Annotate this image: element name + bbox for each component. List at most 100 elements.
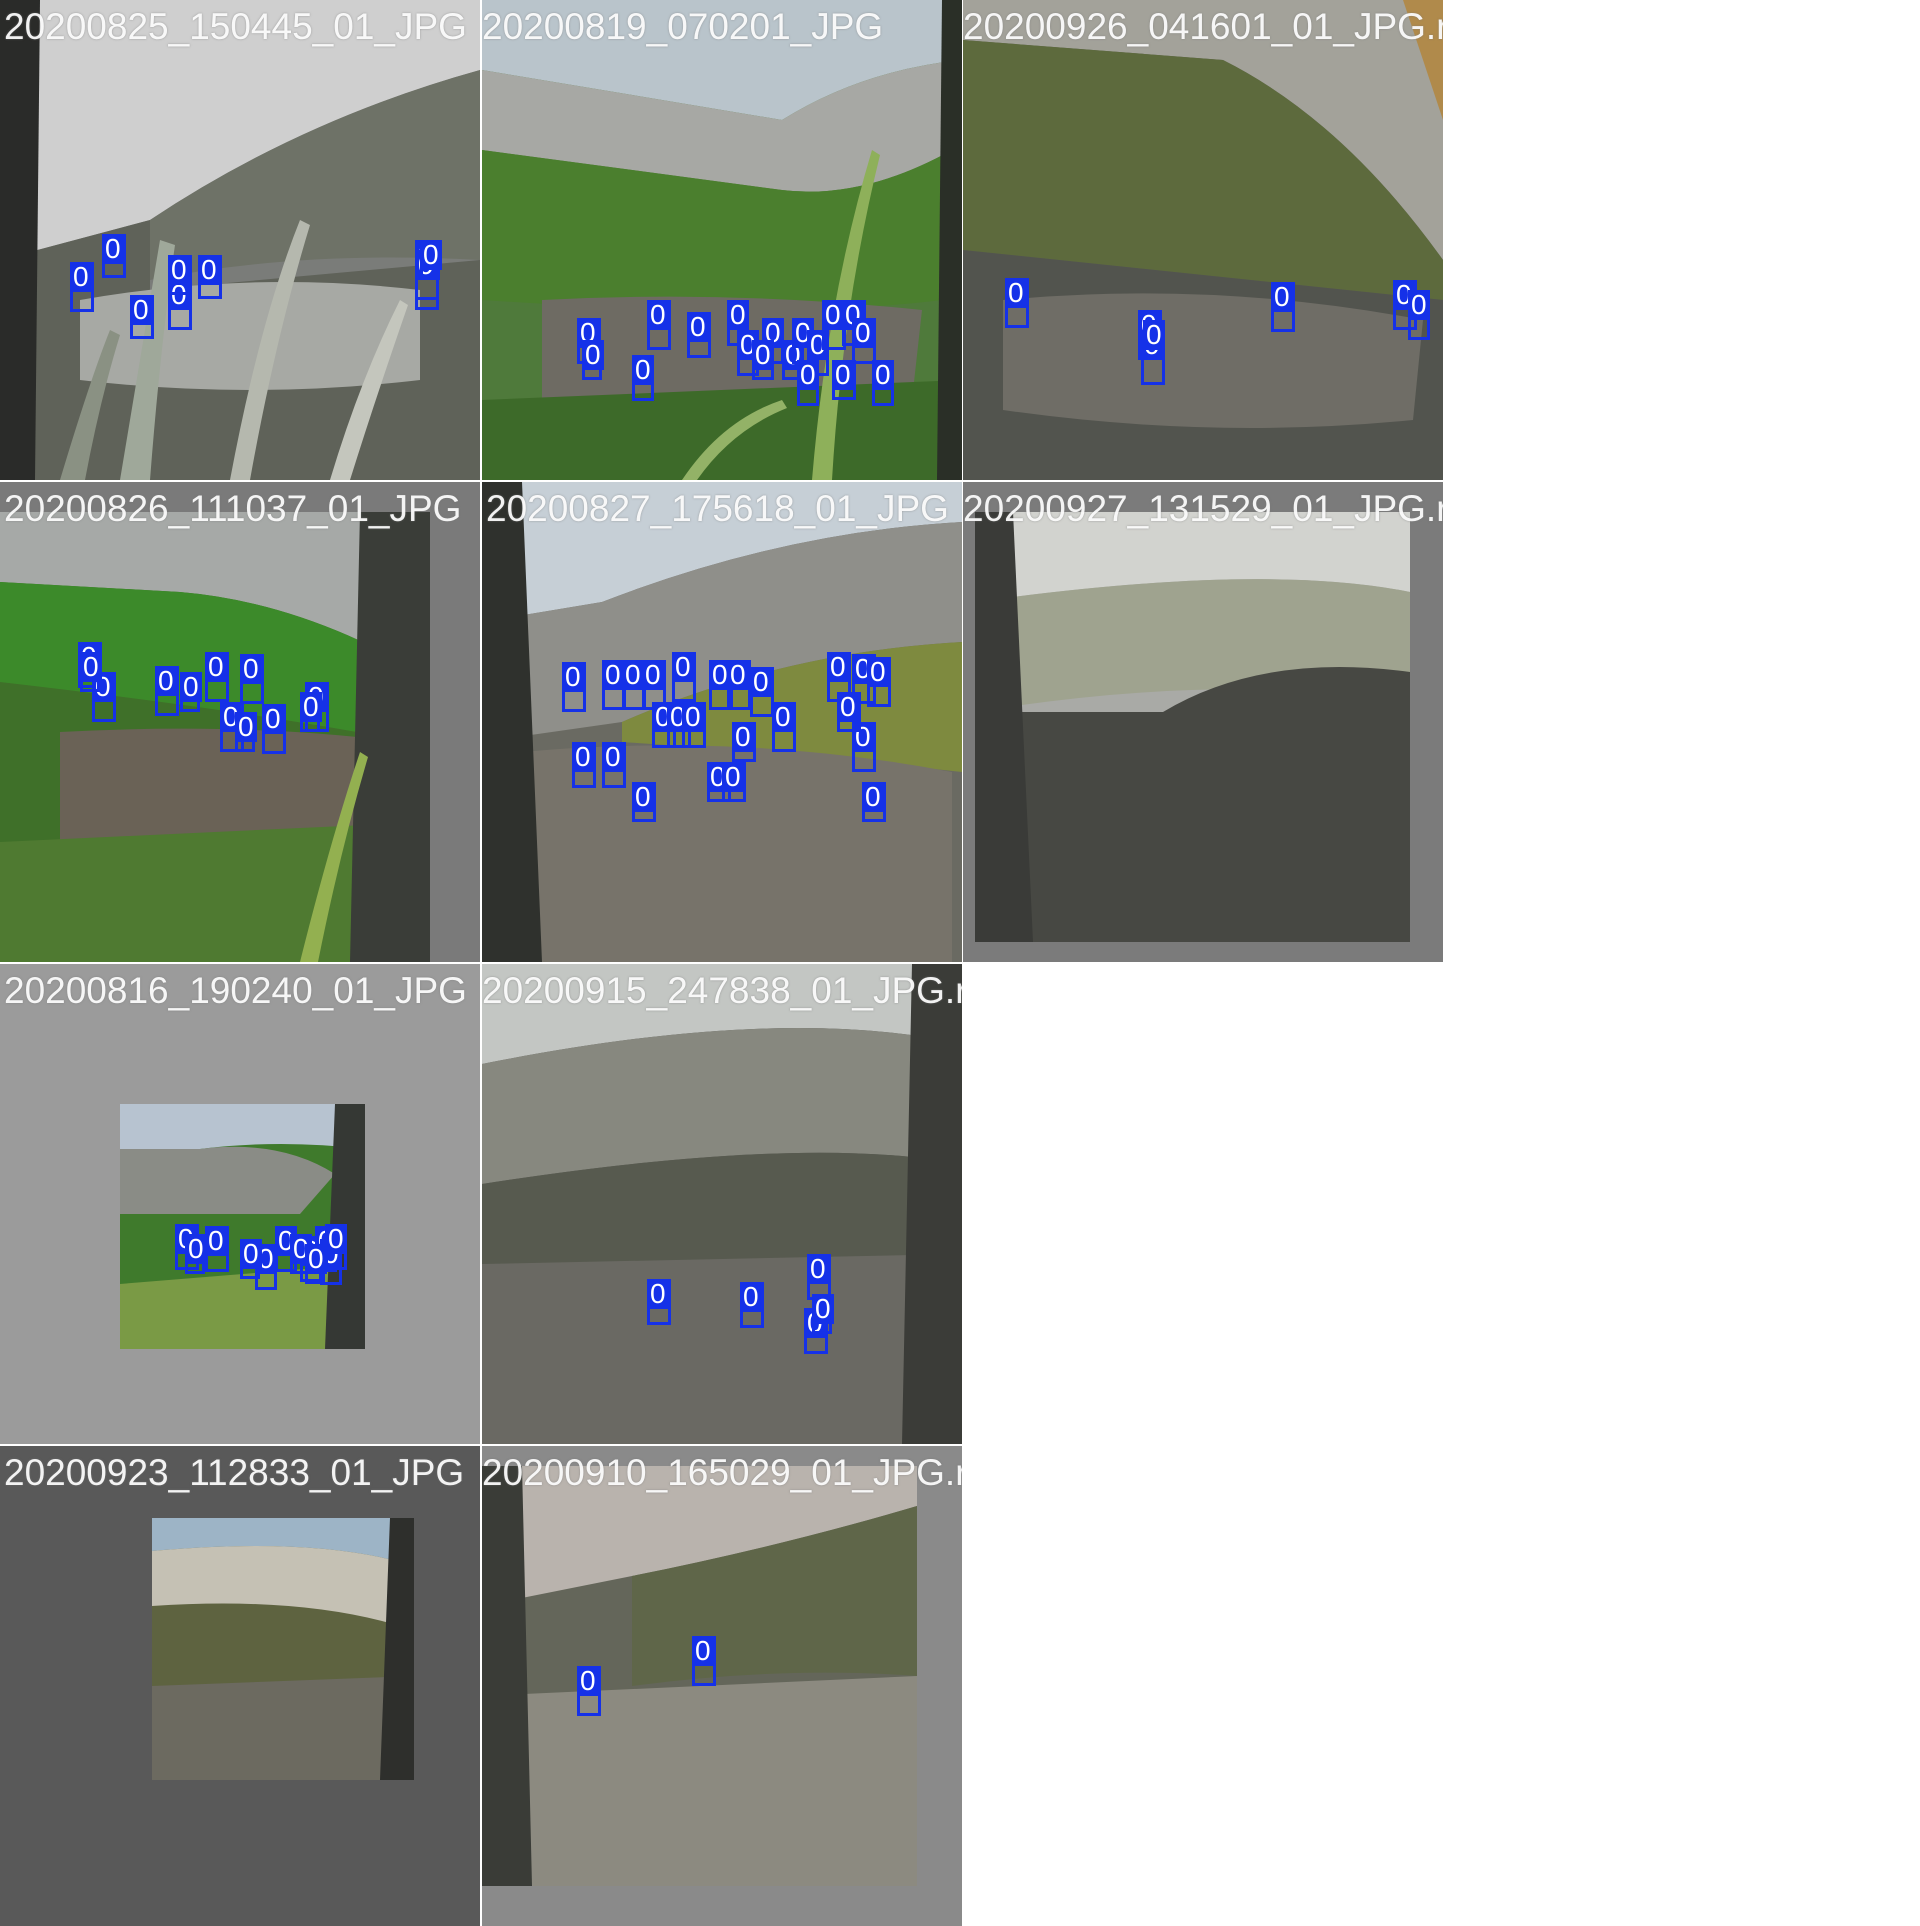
detection-box: 0 — [812, 1294, 834, 1334]
detection-box: 0 — [692, 1636, 716, 1686]
detection-box: 0 — [602, 742, 626, 788]
tile-photo — [0, 964, 480, 1444]
detection-class-label: 0 — [622, 660, 644, 690]
detection-class-label: 0 — [240, 1239, 262, 1269]
detection-box: 0 — [198, 255, 222, 299]
detection-box: 0 — [867, 657, 891, 707]
detection-box: 0 — [837, 692, 861, 732]
tile-photo — [482, 482, 962, 962]
detection-class-label: 0 — [198, 255, 220, 285]
detection-box: 0 — [727, 660, 751, 710]
detection-class-label: 0 — [687, 312, 709, 342]
detection-box: 0 — [305, 1244, 327, 1284]
detection-class-label: 0 — [807, 1254, 829, 1284]
detection-box: 0 — [1271, 282, 1295, 332]
detection-box: 0 — [1408, 290, 1430, 340]
detection-class-label: 0 — [692, 1636, 714, 1666]
image-tile: 20200923_112833_01_JPG — [0, 1446, 480, 1926]
detection-class-label: 0 — [562, 662, 584, 692]
tile-photo — [0, 1446, 480, 1926]
image-tile: 20200927_131529_01_JPG.rf.5388887e7cc84e — [963, 482, 1443, 962]
tile-photo — [482, 0, 962, 480]
detection-box: 0 — [727, 300, 749, 346]
detection-class-label: 0 — [647, 300, 669, 330]
tile-photo — [0, 482, 480, 962]
tile-photo — [963, 482, 1443, 962]
detection-class-label: 0 — [750, 667, 772, 697]
detection-box: 0 — [1005, 278, 1029, 328]
detection-box: 0 — [752, 340, 774, 380]
detection-box: 0 — [572, 742, 596, 788]
detection-class-label: 0 — [1408, 290, 1430, 320]
tile-photo — [0, 0, 480, 480]
image-tile: 20200910_165029_01_JPG.rf.a9a9c8062941b4… — [482, 1446, 962, 1926]
detection-box: 0 — [155, 666, 179, 716]
detection-class-label: 0 — [70, 262, 92, 292]
detection-box: 0 — [687, 312, 711, 358]
detection-class-label: 0 — [572, 742, 594, 772]
detection-class-label: 0 — [602, 660, 624, 690]
detection-class-label: 0 — [1005, 278, 1027, 308]
detection-class-label: 0 — [772, 702, 794, 732]
detection-class-label: 0 — [642, 660, 664, 690]
detection-class-label: 0 — [180, 672, 202, 702]
detection-class-label: 0 — [647, 1279, 669, 1309]
detection-class-label: 0 — [837, 692, 859, 722]
detection-box: 0 — [420, 240, 442, 280]
detection-box: 0 — [168, 255, 192, 295]
detection-class-label: 0 — [722, 762, 744, 792]
detection-box: 0 — [750, 667, 774, 717]
detection-box: 0 — [862, 782, 886, 822]
detection-box: 0 — [797, 360, 819, 406]
tile-photo — [963, 0, 1443, 480]
detection-class-label: 0 — [732, 722, 754, 752]
detection-box: 0 — [102, 234, 126, 278]
detection-class-label: 0 — [797, 360, 819, 390]
detection-box: 0 — [642, 660, 666, 710]
detection-class-label: 0 — [867, 657, 889, 687]
detection-box: 0 — [240, 1239, 262, 1279]
detection-class-label: 0 — [727, 660, 749, 690]
detection-class-label: 0 — [1271, 282, 1293, 312]
detection-box: 0 — [205, 652, 229, 702]
detection-class-label: 0 — [682, 702, 704, 732]
detection-box: 0 — [235, 712, 257, 752]
detection-class-label: 0 — [1143, 320, 1165, 350]
detection-box: 0 — [872, 360, 894, 406]
detection-class-label: 0 — [632, 782, 654, 812]
detection-box: 0 — [672, 652, 696, 702]
detection-box: 0 — [682, 702, 706, 748]
detection-class-label: 0 — [185, 1234, 207, 1264]
detection-class-label: 0 — [832, 360, 854, 390]
image-tile: 20200926_041601_01_JPG.rf.d87f0b0dfda042… — [963, 0, 1443, 480]
detection-box: 0 — [300, 692, 322, 732]
image-tile: 20200915_247838_01_JPG.rf.7ff62f4c79f47f… — [482, 964, 962, 1444]
detection-box: 0 — [205, 1226, 229, 1272]
detection-box: 0 — [262, 704, 286, 754]
detection-class-label: 0 — [420, 240, 442, 270]
detection-class-label: 0 — [235, 712, 257, 742]
detection-class-label: 0 — [325, 1224, 347, 1254]
detection-box: 0 — [827, 652, 851, 702]
detection-box: 0 — [772, 702, 796, 752]
tile-photo — [482, 1446, 962, 1926]
detection-box: 0 — [632, 355, 654, 401]
detection-class-label: 0 — [582, 340, 604, 370]
detection-class-label: 0 — [672, 652, 694, 682]
detection-box: 0 — [130, 295, 154, 339]
detection-box: 0 — [240, 654, 264, 704]
detection-class-label: 0 — [130, 295, 152, 325]
detection-class-label: 0 — [812, 1294, 834, 1324]
detection-box: 0 — [577, 1666, 601, 1716]
detection-box: 0 — [562, 662, 586, 712]
detection-class-label: 0 — [740, 1282, 762, 1312]
detection-class-label: 0 — [727, 300, 749, 330]
detection-box: 0 — [185, 1234, 207, 1274]
detection-class-label: 0 — [862, 782, 884, 812]
detection-class-label: 0 — [155, 666, 177, 696]
detection-class-label: 0 — [872, 360, 894, 390]
